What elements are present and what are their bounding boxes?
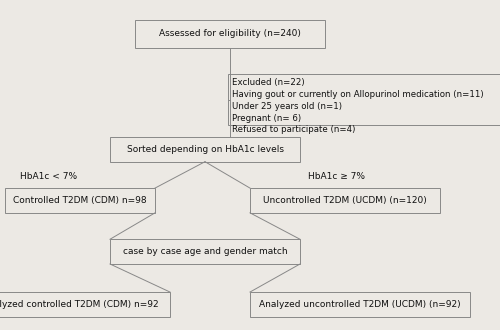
FancyBboxPatch shape	[110, 239, 300, 264]
Text: Analyzed controlled T2DM (CDM) n=92: Analyzed controlled T2DM (CDM) n=92	[0, 300, 158, 309]
Text: Uncontrolled T2DM (UCDM) (n=120): Uncontrolled T2DM (UCDM) (n=120)	[263, 196, 427, 205]
Text: Sorted depending on HbA1c levels: Sorted depending on HbA1c levels	[126, 145, 284, 154]
FancyBboxPatch shape	[5, 188, 155, 213]
FancyBboxPatch shape	[250, 292, 470, 317]
FancyBboxPatch shape	[0, 292, 170, 317]
FancyBboxPatch shape	[135, 20, 325, 48]
Text: Analyzed uncontrolled T2DM (UCDM) (n=92): Analyzed uncontrolled T2DM (UCDM) (n=92)	[259, 300, 461, 309]
Text: case by case age and gender match: case by case age and gender match	[122, 247, 288, 256]
FancyBboxPatch shape	[110, 137, 300, 162]
Text: HbA1c ≥ 7%: HbA1c ≥ 7%	[308, 172, 364, 181]
Text: Controlled T2DM (CDM) n=98: Controlled T2DM (CDM) n=98	[13, 196, 147, 205]
Text: Excluded (n=22)
Having gout or currently on Allopurinol medication (n=11)
Under : Excluded (n=22) Having gout or currently…	[232, 78, 484, 134]
FancyBboxPatch shape	[228, 74, 500, 125]
FancyBboxPatch shape	[250, 188, 440, 213]
Text: Assessed for eligibility (n=240): Assessed for eligibility (n=240)	[159, 29, 301, 38]
Text: HbA1c < 7%: HbA1c < 7%	[20, 172, 77, 181]
